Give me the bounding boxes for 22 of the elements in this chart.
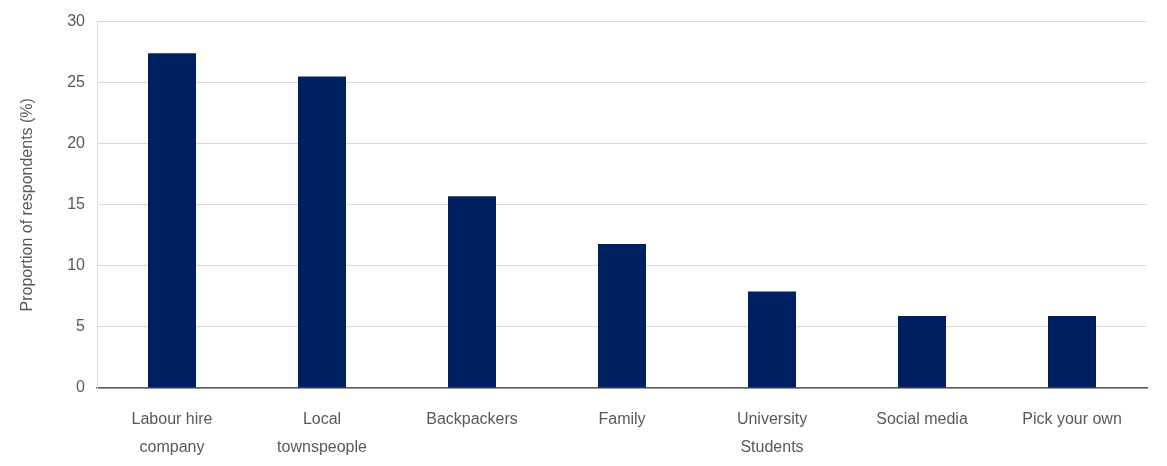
y-tick-label: 30 (67, 12, 86, 30)
y-tick-label: 15 (67, 195, 86, 213)
x-tick-label: Pick your own (1022, 410, 1122, 428)
bar (448, 196, 496, 388)
bar (748, 291, 796, 388)
bar (298, 76, 346, 388)
bar (1048, 315, 1096, 388)
x-tick-label: Backpackers (426, 410, 518, 428)
x-tick-label: Family (598, 410, 646, 428)
x-tick-label: Social media (876, 410, 968, 428)
bar (148, 53, 196, 388)
y-tick-label: 10 (67, 256, 86, 274)
y-tick-label: 20 (67, 134, 86, 152)
bar (598, 243, 646, 388)
x-tick-label: Labour hire company (131, 410, 213, 456)
y-tick-label: 25 (67, 73, 86, 91)
y-tick-label: 5 (76, 317, 86, 335)
bar (898, 315, 946, 388)
y-tick-label: 0 (76, 378, 86, 396)
x-tick-label: Local townspeople (277, 410, 368, 456)
y-axis-title: Proportion of respondents (%) (18, 98, 36, 312)
x-tick-label: University Students (736, 410, 808, 456)
